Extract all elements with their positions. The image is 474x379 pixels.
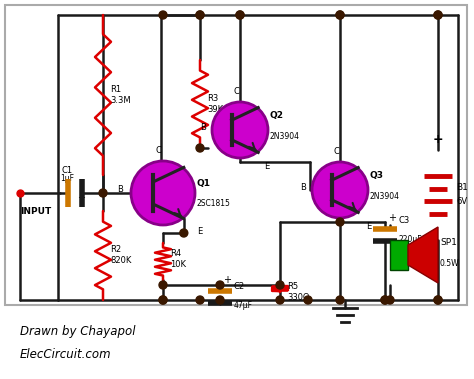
Circle shape	[276, 281, 284, 289]
Circle shape	[434, 296, 442, 304]
Polygon shape	[408, 227, 438, 283]
Text: C3: C3	[399, 216, 410, 225]
Circle shape	[236, 11, 244, 19]
Circle shape	[99, 189, 107, 197]
Circle shape	[381, 296, 389, 304]
Bar	[390, 240, 408, 270]
Circle shape	[212, 102, 268, 158]
Circle shape	[159, 296, 167, 304]
Text: 220μF: 220μF	[399, 235, 423, 244]
Circle shape	[434, 11, 442, 19]
Text: B: B	[117, 185, 123, 194]
Circle shape	[434, 296, 442, 304]
Text: E: E	[197, 227, 202, 236]
Circle shape	[216, 296, 224, 304]
Text: SP1: SP1	[440, 238, 457, 247]
Text: 6V: 6V	[456, 196, 467, 205]
Text: 47μF: 47μF	[234, 301, 253, 310]
Circle shape	[196, 11, 204, 19]
Text: R4
10K: R4 10K	[170, 249, 186, 269]
Text: 2N3904: 2N3904	[370, 192, 400, 201]
Circle shape	[180, 229, 188, 237]
Circle shape	[236, 11, 244, 19]
Text: ElecCircuit.com: ElecCircuit.com	[20, 348, 111, 361]
Text: Q1: Q1	[197, 179, 211, 188]
Circle shape	[276, 296, 284, 304]
Text: C2: C2	[234, 282, 245, 291]
Circle shape	[336, 11, 344, 19]
Text: +: +	[77, 193, 85, 203]
Text: +: +	[433, 133, 443, 146]
Text: INPUT: INPUT	[20, 207, 51, 216]
Circle shape	[196, 144, 204, 152]
Text: C: C	[155, 146, 161, 155]
Text: Q3: Q3	[370, 171, 384, 180]
Text: 2N3904: 2N3904	[270, 132, 300, 141]
Text: E: E	[264, 162, 269, 171]
Circle shape	[304, 296, 312, 304]
Text: +: +	[388, 213, 396, 223]
Text: R2
820K: R2 820K	[110, 245, 131, 265]
Circle shape	[381, 296, 389, 304]
Circle shape	[336, 296, 344, 304]
Text: Drawn by Chayapol: Drawn by Chayapol	[20, 325, 136, 338]
Text: Q2: Q2	[270, 111, 284, 120]
Text: B: B	[300, 183, 306, 193]
Text: R3
39K: R3 39K	[207, 94, 223, 114]
Text: B1: B1	[456, 183, 468, 191]
Circle shape	[159, 11, 167, 19]
Circle shape	[131, 161, 195, 225]
Text: C: C	[333, 147, 339, 156]
Circle shape	[336, 218, 344, 226]
Text: 1μF: 1μF	[60, 174, 74, 183]
Circle shape	[196, 296, 204, 304]
Text: R1
3.3M: R1 3.3M	[110, 85, 131, 105]
Circle shape	[336, 11, 344, 19]
Text: 0.5W: 0.5W	[440, 259, 460, 268]
Text: C: C	[233, 87, 239, 96]
Circle shape	[312, 162, 368, 218]
Circle shape	[159, 281, 167, 289]
Circle shape	[216, 281, 224, 289]
Text: +: +	[223, 275, 231, 285]
Text: R5
330Ω: R5 330Ω	[287, 282, 310, 302]
Circle shape	[159, 296, 167, 304]
Text: 2SC1815: 2SC1815	[197, 199, 231, 208]
Bar	[5, 5, 467, 305]
Circle shape	[386, 296, 394, 304]
Text: E: E	[366, 222, 371, 231]
Circle shape	[434, 11, 442, 19]
Circle shape	[196, 11, 204, 19]
Text: C1: C1	[62, 166, 73, 175]
Text: B: B	[200, 124, 206, 133]
